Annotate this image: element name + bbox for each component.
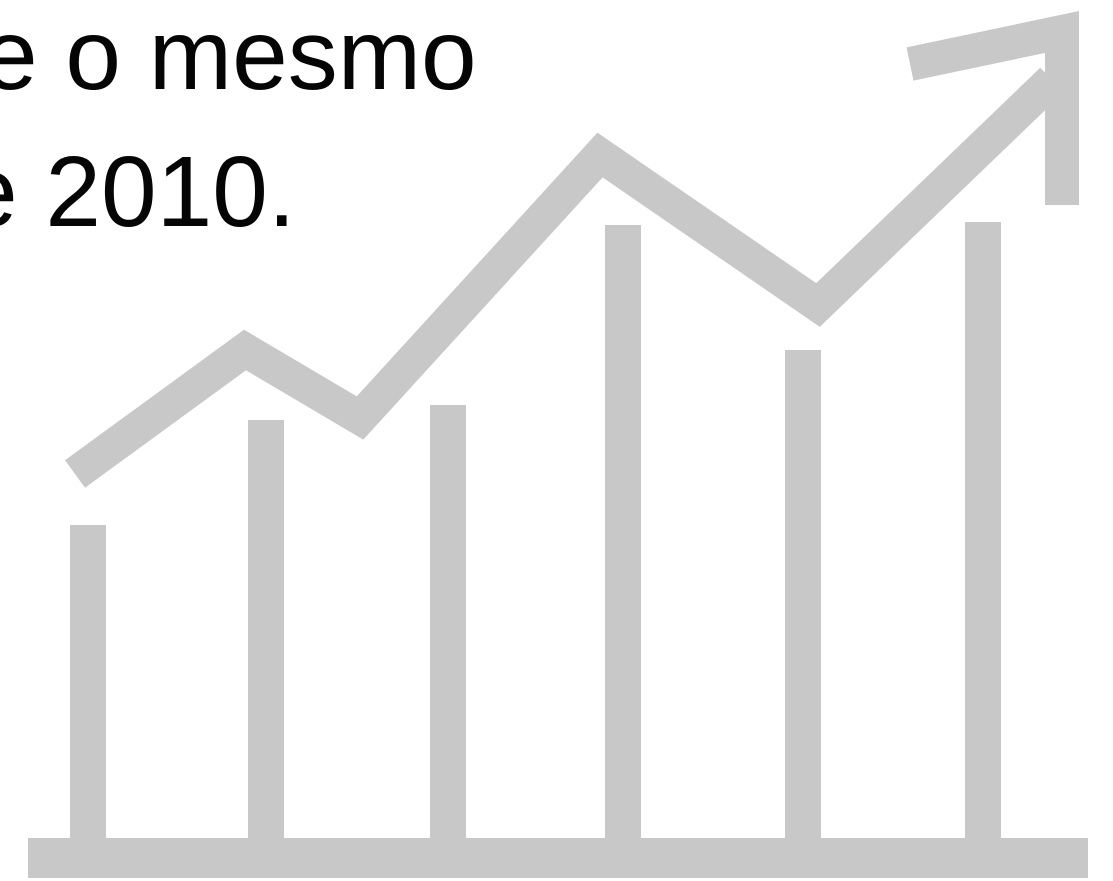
chart-bars [70, 222, 1001, 855]
slide-text-line-2: e 2010. [0, 136, 296, 248]
bar-3 [430, 405, 466, 855]
trend-line [64, 67, 1064, 488]
baseline [28, 838, 1088, 878]
bar-1 [70, 525, 106, 855]
bar-2 [248, 420, 284, 855]
bar-4 [605, 225, 641, 855]
arrow-head [906, 11, 1079, 205]
bar-5 [785, 350, 821, 855]
bar-6 [965, 222, 1001, 855]
slide-text-line-1: e o mesmo [0, 0, 477, 111]
